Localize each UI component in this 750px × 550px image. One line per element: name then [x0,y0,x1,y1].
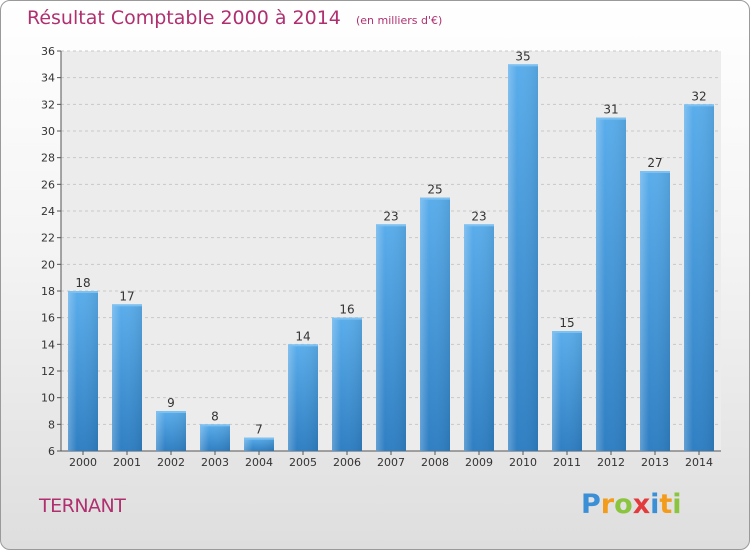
y-tick-label: 16 [41,312,55,325]
y-tick-label: 12 [41,365,55,378]
bar-top [200,424,230,427]
bar-top [376,224,406,227]
y-tick-label: 10 [41,392,55,405]
data-label: 23 [471,209,486,223]
data-label: 17 [119,289,134,303]
data-label: 23 [383,209,398,223]
y-tick-label: 32 [41,98,55,111]
data-label: 7 [255,423,263,437]
y-tick-label: 24 [41,205,55,218]
x-tick-label: 2012 [597,456,625,469]
x-tick-label: 2000 [69,456,97,469]
x-tick-label: 2006 [333,456,361,469]
y-tick-label: 22 [41,232,55,245]
bar-shade [684,104,714,451]
x-tick-label: 2011 [553,456,581,469]
x-tick-label: 2005 [289,456,317,469]
bar-shade [420,197,450,451]
y-tick-label: 28 [41,152,55,165]
bar-shade [552,331,582,451]
x-tick-label: 2001 [113,456,141,469]
bar-shade [200,424,230,451]
logo-letter: x [632,489,651,520]
bar-shade [464,224,494,451]
bar-top [640,171,670,173]
bar-top [244,437,274,440]
bar-shade [596,117,626,452]
data-label: 31 [603,103,618,117]
y-tick-label: 8 [48,418,55,431]
x-tick-label: 2002 [157,456,185,469]
bar-top [68,291,98,293]
y-tick-label: 6 [48,445,55,458]
bar-shade [508,64,538,452]
data-label: 18 [75,276,90,290]
y-tick-label: 26 [41,178,55,191]
x-tick-label: 2009 [465,456,493,469]
bar-shade [68,291,98,451]
y-tick-label: 18 [41,285,55,298]
logo-letter: i [672,489,682,520]
bar-shade [156,411,186,451]
data-label: 16 [339,303,354,317]
data-label: 8 [211,409,219,423]
y-tick-label: 14 [41,338,55,351]
chart-title-block: Résultat Comptable 2000 à 2014 (en milli… [27,7,442,29]
chart-title: Résultat Comptable 2000 à 2014 [27,7,341,29]
bar-shade [376,224,406,451]
logo-letter: r [600,489,615,520]
bar-top [596,117,626,120]
bar-shade [332,317,362,451]
x-tick-label: 2007 [377,456,405,469]
x-tick-label: 2014 [685,456,713,469]
logo-letter: i [650,489,660,520]
data-label: 25 [427,183,442,197]
data-label: 14 [295,329,310,343]
bar-shade [112,304,142,451]
bar-top [288,344,318,347]
bar-shade [244,437,274,451]
logo-letter: o [614,489,633,520]
data-label: 9 [167,396,175,410]
y-tick-label: 36 [41,45,55,58]
logo-letter: t [659,489,673,520]
x-tick-label: 2008 [421,456,449,469]
bar-top [464,224,494,227]
x-tick-label: 2004 [245,456,273,469]
x-tick-label: 2010 [509,456,537,469]
bar-top [420,197,450,200]
y-tick-label: 34 [41,72,55,85]
data-label: 32 [691,89,706,103]
data-label: 35 [515,49,530,63]
bar-shade [640,171,670,451]
x-tick-label: 2013 [641,456,669,469]
chart-subtitle: (en milliers d'€) [355,14,443,27]
y-tick-label: 30 [41,125,55,138]
proxiti-logo: Proxiti [581,489,682,520]
bar-top [156,411,186,413]
x-tick-label: 2003 [201,456,229,469]
data-label: 27 [647,156,662,170]
bar-top [112,304,142,307]
bar-shade [288,344,318,451]
bar-top [508,64,538,67]
y-tick-label: 20 [41,258,55,271]
location-label: TERNANT [39,495,126,517]
bar-top [684,104,714,107]
bar-top [332,317,362,320]
logo-letter: P [581,489,601,520]
bar-top [552,331,582,333]
data-label: 15 [559,316,574,330]
